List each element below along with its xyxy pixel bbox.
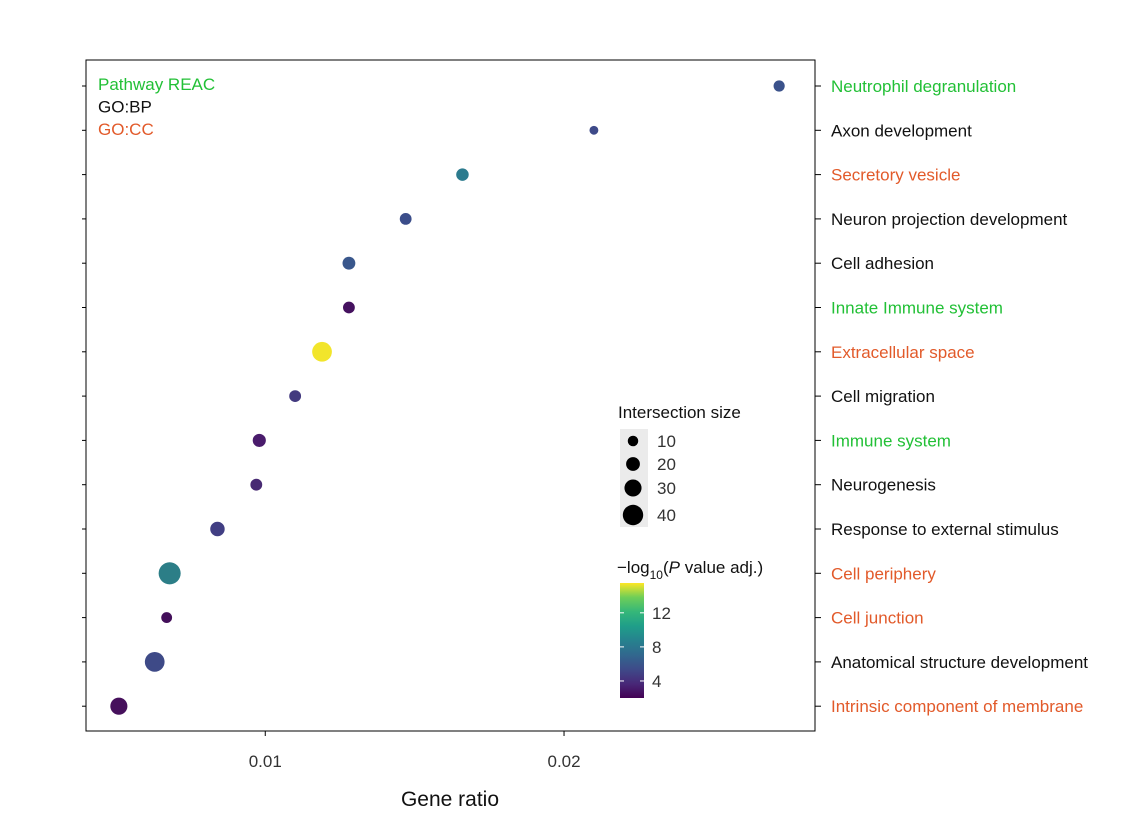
x-axis-title: Gene ratio [401, 788, 499, 811]
source-legend-item: Pathway REAC [98, 75, 215, 94]
data-point [312, 341, 332, 362]
x-tick-label: 0.02 [547, 752, 580, 771]
size-legend-label: 30 [657, 479, 676, 498]
size-legend-label: 20 [657, 455, 676, 474]
term-label: Response to external stimulus [831, 520, 1059, 539]
data-point [589, 125, 599, 135]
size-legend-label: 10 [657, 432, 676, 451]
data-point [110, 697, 128, 715]
data-point [252, 433, 266, 447]
term-label: Neutrophil degranulation [831, 77, 1016, 96]
size-legend-label: 40 [657, 506, 676, 525]
source-legend-item: GO:BP [98, 98, 152, 117]
data-point [773, 80, 785, 92]
data-point [161, 612, 173, 624]
term-label: Cell adhesion [831, 254, 934, 273]
color-tick-label: 4 [652, 672, 661, 691]
term-label: Neuron projection development [831, 210, 1068, 229]
color-tick-label: 12 [652, 604, 671, 623]
source-legend: Pathway REAC GO:BP GO:CC [98, 75, 215, 139]
size-legend-dot [626, 457, 640, 471]
term-label: Innate Immune system [831, 299, 1003, 318]
y-axis-left-ticks [82, 85, 86, 707]
data-point [456, 168, 469, 181]
data-point [343, 301, 355, 314]
term-label: Cell junction [831, 609, 924, 628]
color-legend: −log10(P value adj.) 4 8 12 [617, 558, 763, 698]
y-axis-right-ticks [815, 85, 821, 707]
term-label: Immune system [831, 431, 951, 450]
color-tick-label: 8 [652, 638, 661, 657]
size-legend: Intersection size 10 20 30 40 [618, 403, 741, 527]
term-label: Intrinsic component of membrane [831, 697, 1083, 716]
plot-frame [85, 59, 816, 732]
size-legend-title: Intersection size [618, 403, 741, 422]
color-legend-bar [620, 583, 644, 698]
data-points [110, 80, 785, 715]
term-label: Secretory vesicle [831, 166, 960, 185]
term-label: Extracellular space [831, 343, 975, 362]
data-point [342, 256, 356, 270]
term-labels: Neutrophil degranulation Axon development… [831, 77, 1088, 716]
data-point [210, 521, 225, 537]
size-legend-dot [627, 435, 639, 447]
source-legend-item: GO:CC [98, 120, 154, 139]
x-tick-label: 0.01 [249, 752, 282, 771]
data-point [144, 652, 165, 672]
data-point [399, 212, 412, 225]
term-label: Axon development [831, 121, 972, 140]
size-legend-dot [624, 479, 642, 497]
color-legend-title: −log10(P value adj.) [617, 558, 763, 582]
size-legend-dot [622, 504, 644, 526]
data-point [250, 478, 263, 491]
data-point [158, 562, 181, 585]
term-label: Anatomical structure development [831, 653, 1088, 672]
term-label: Neurogenesis [831, 476, 936, 495]
term-label: Cell migration [831, 387, 935, 406]
x-axis: 0.01 0.02 [249, 731, 581, 771]
term-label: Cell periphery [831, 564, 936, 583]
data-point [289, 390, 302, 403]
